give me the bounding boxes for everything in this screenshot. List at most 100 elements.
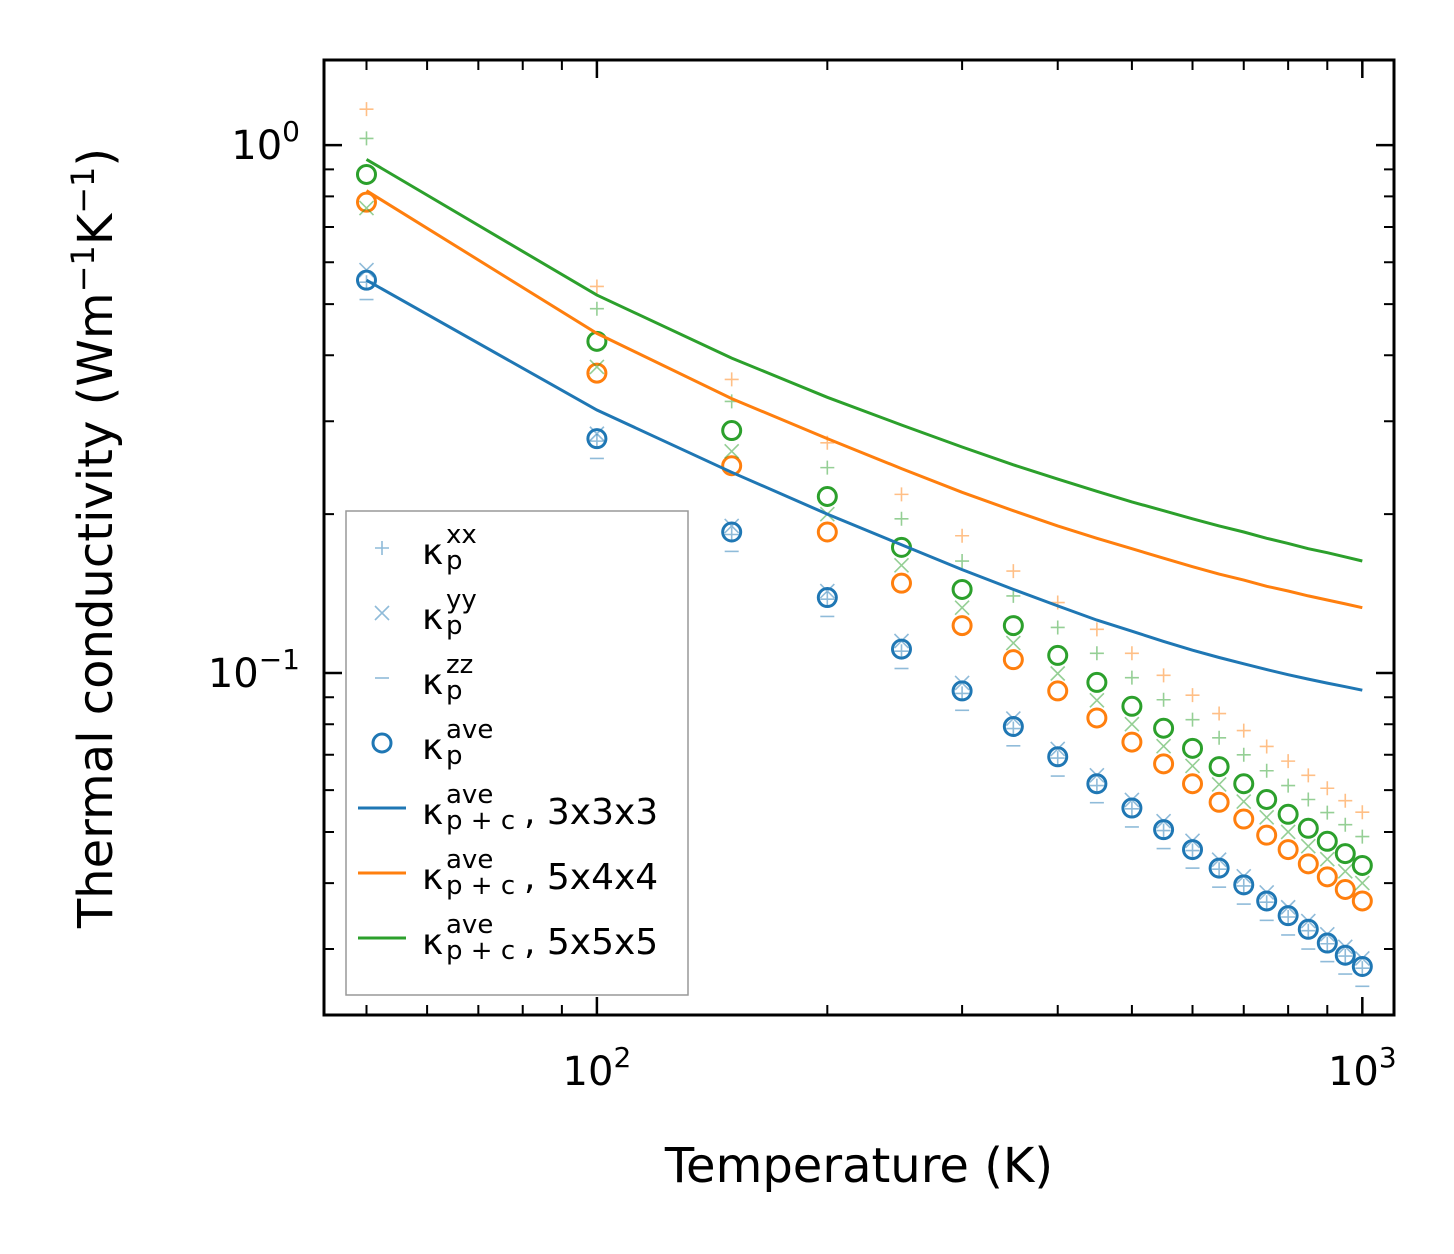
data-point-circle [1208,756,1230,778]
data-point-plus [1281,778,1296,793]
data-point-circle [1334,878,1356,900]
data-point-circle [1182,839,1204,861]
data-point-circle [1277,905,1299,927]
data-point-circle [1256,824,1278,846]
data-point-plus [894,487,909,502]
data-point-cross [1089,692,1105,708]
legend-symbol: κ [422,922,443,963]
legend-entry: κ xx p [375,520,477,576]
y-axis-label-exp2: −1 [64,167,102,214]
data-point-plus [1156,823,1171,838]
data-point-circle [721,420,743,442]
data-point-plus [1355,961,1370,976]
y-tick-label: 10−1 [208,643,300,697]
data-point-circle [586,428,608,450]
data-point-cross [1236,793,1252,810]
legend-sup: ave [446,910,493,940]
data-point-circle [1047,644,1069,666]
y-tick-label-base: 10 [208,651,259,697]
data-point-circle [1334,843,1356,865]
data-point-plus [1301,768,1316,783]
data-point-cross [1050,665,1066,682]
data-point-plus [1089,622,1104,637]
data-point-circle [890,572,912,594]
data-point-plus [1185,688,1200,703]
data-point-plus [1006,721,1021,736]
data-point-plus [955,686,970,701]
data-point-cross [1005,635,1021,651]
data-point-plus [1156,668,1171,683]
data-point-circle [1121,797,1143,819]
data-point-plus [1355,805,1370,820]
y-axis-label: Thermal conductivity (Wm−1K−1) [64,148,124,929]
data-point-plus [1124,646,1139,661]
legend-sup: xx [446,520,477,550]
data-point-circle [890,638,912,660]
data-point-cross [589,426,605,442]
data-point-circle [1277,839,1299,861]
legend-marker-icon [375,541,389,555]
data-point-circle [1047,680,1069,702]
x-tick-label-exp: 2 [613,1041,631,1074]
data-point-circle [1297,853,1319,875]
data-point-plus [1355,829,1370,844]
data-point-circle [1121,695,1143,717]
data-point-plus [1089,778,1104,793]
data-point-circle [1334,944,1356,966]
legend-marker-icon [371,732,393,754]
legend-sub: p [446,546,463,576]
legend-sub: p + c [446,806,515,836]
data-point-plus [1089,646,1104,661]
data-point-circle [355,269,377,291]
series-line [365,158,1363,563]
data-point-circle [1233,874,1255,896]
data-point-plus [1124,670,1139,685]
data-point-circle [1002,615,1024,637]
data-point-cross [724,443,740,459]
data-point-plus [1124,801,1139,816]
legend-entry: κ ave p + c , 3x3x3 [358,780,658,836]
data-point-circle [1277,803,1299,825]
data-point-circle [951,578,973,600]
legend-entry: κ ave p [371,715,493,771]
x-tick-label-base: 10 [1328,1049,1379,1095]
legend: κ xx p κ yy p κ zz p κ ave p κ ave p + c , 3x3x3 κ ave p +… [345,510,689,996]
data-point-plus [1006,588,1021,603]
legend-sub: p [446,611,463,641]
legend-label: κ ave p + c , 5x5x5 [422,910,658,966]
y-tick-label-exp: 0 [282,115,300,148]
legend-suffix: , 5x5x5 [524,922,658,963]
data-point-plus [1050,620,1065,635]
data-point-plus [589,301,604,316]
data-point-circle [1297,817,1319,839]
data-point-cross [893,557,910,573]
data-point-plus [1212,730,1227,745]
y-axis-label-main: Thermal conductivity (Wm [68,292,124,929]
data-point-circle [721,455,743,477]
series-line [365,189,1363,610]
data-point-plus [1338,949,1353,964]
data-point-plus [1259,739,1274,754]
data-point-plus [1185,843,1200,858]
y-axis-label-exp1: −1 [64,245,102,292]
legend-entry: κ zz p [375,650,473,706]
legend-suffix: , 3x3x3 [524,792,658,833]
data-point-circle [1182,737,1204,759]
legend-sub: p [446,741,463,771]
data-point-plus [1338,817,1353,832]
data-point-plus [1301,792,1316,807]
series-layer [355,102,1373,988]
legend-label: κ yy p [422,585,477,641]
data-point-circle [1208,857,1230,879]
legend-entry: κ ave p + c , 5x5x5 [358,910,658,966]
legend-entry: κ ave p + c , 5x4x4 [358,845,658,901]
legend-label: κ ave p [422,715,493,771]
data-point-circle [1316,932,1338,954]
legend-sup: yy [446,585,477,615]
data-point-plus [820,592,835,607]
data-point-circle [1121,731,1143,753]
data-point-circle [1233,773,1255,795]
data-point-cross [1300,838,1316,854]
data-point-plus [1320,936,1335,951]
